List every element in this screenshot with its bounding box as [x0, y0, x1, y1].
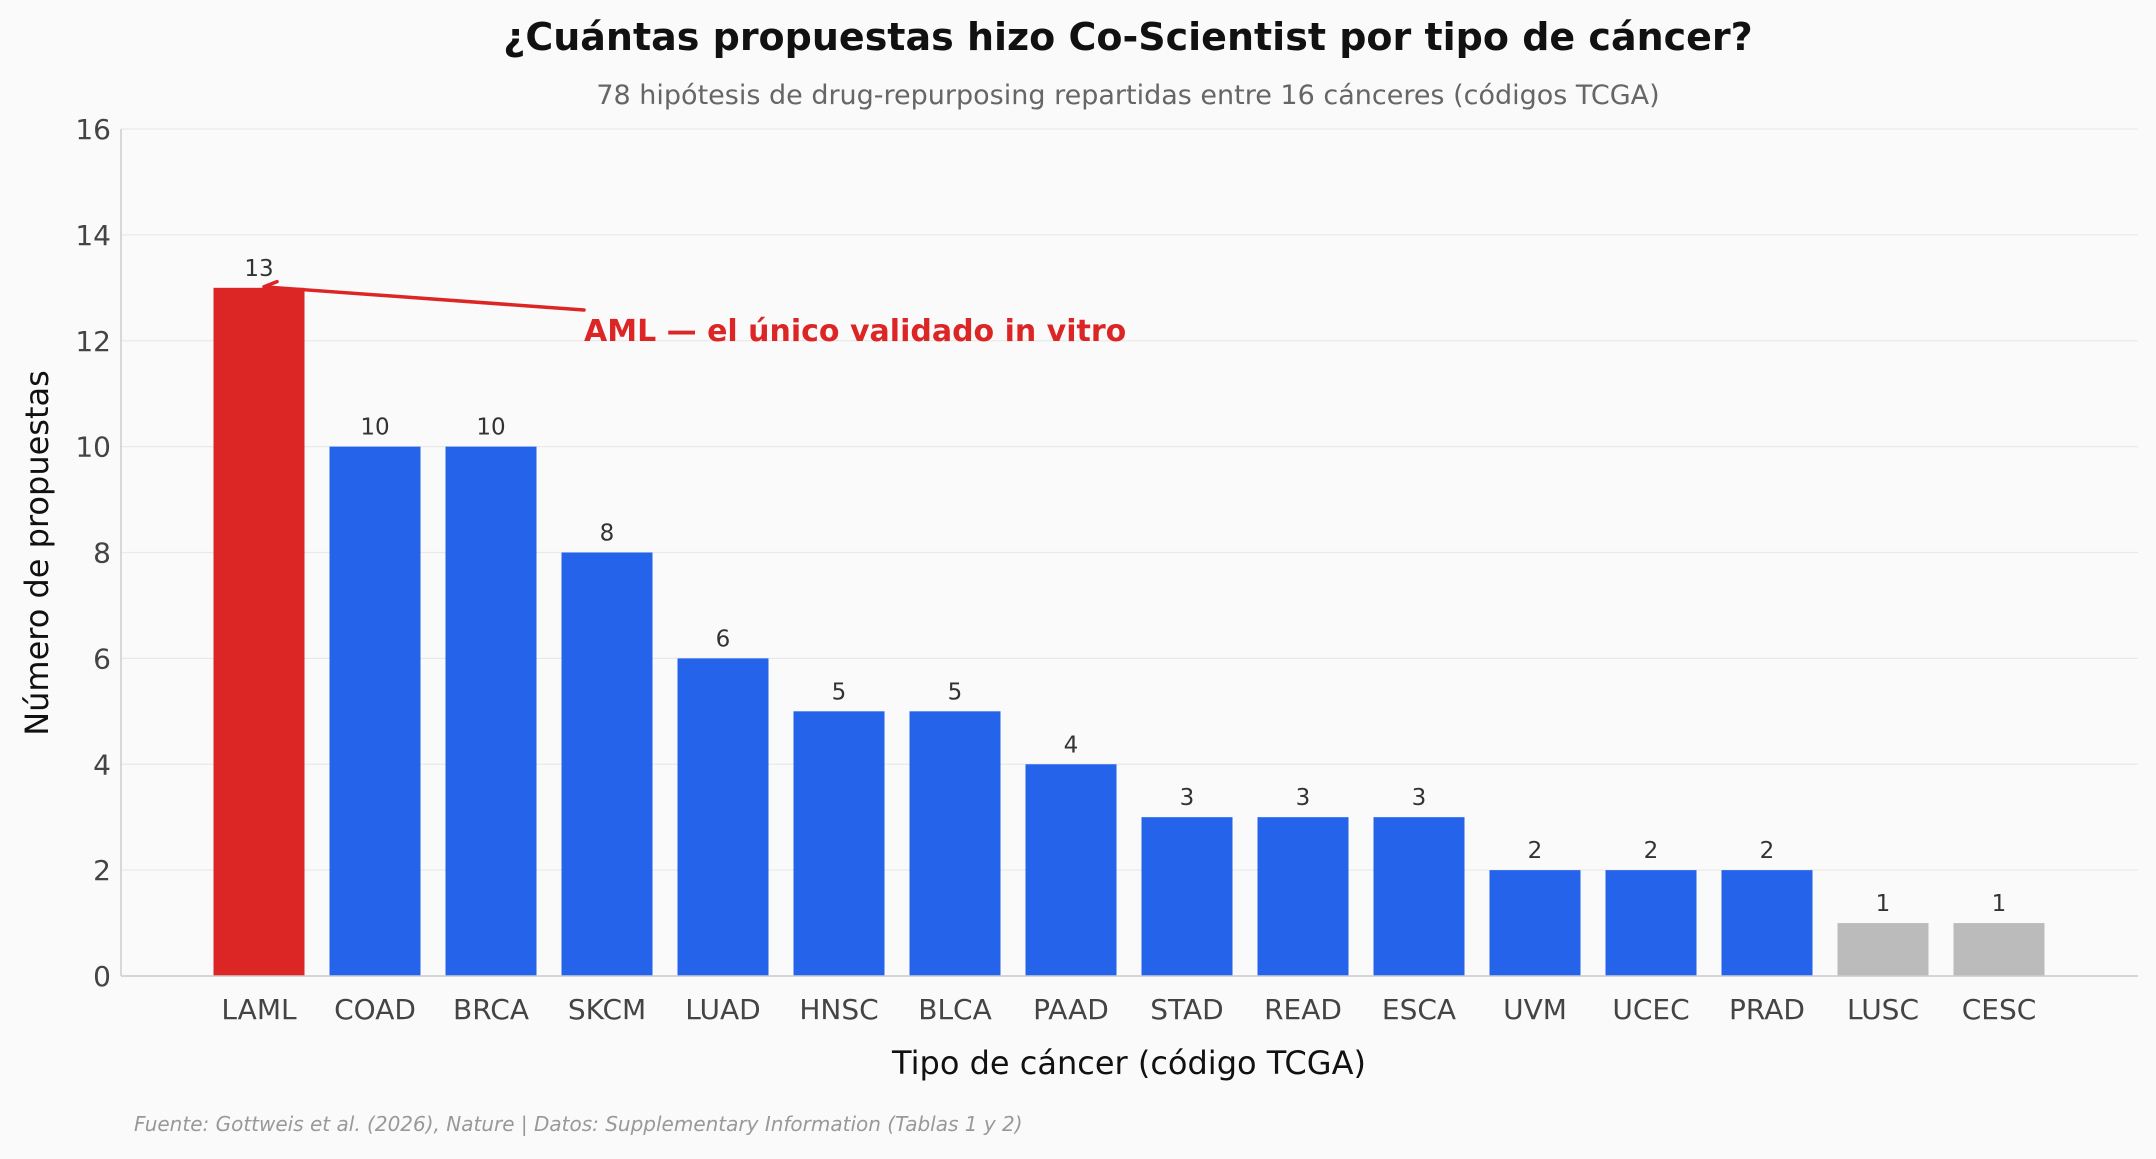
bar-coad: [329, 446, 421, 976]
bar-laml: [213, 287, 305, 976]
bar-hnsc: [793, 711, 885, 976]
y-tick-label: 8: [93, 537, 111, 570]
y-axis-label: Número de propuestas: [18, 370, 56, 736]
y-tick-label: 16: [75, 113, 111, 146]
data-label: 3: [1180, 785, 1195, 811]
x-tick-label: CESC: [1962, 993, 2037, 1026]
chart-title: ¿Cuántas propuestas hizo Co-Scientist po…: [503, 15, 1752, 59]
bar-blca: [909, 711, 1001, 976]
y-tick-labels: 0 2 4 6 8 10 12 14 16: [75, 113, 111, 993]
x-tick-label: COAD: [334, 993, 416, 1026]
x-tick-label: PRAD: [1729, 993, 1805, 1026]
chart-subtitle: 78 hipótesis de drug-repurposing reparti…: [596, 80, 1659, 111]
data-label: 6: [716, 626, 731, 652]
x-tick-label: BLCA: [918, 993, 992, 1026]
bars: [213, 287, 2045, 976]
x-tick-labels: LAML COAD BRCA SKCM LUAD HNSC BLCA PAAD STAD READ…: [221, 993, 2036, 1026]
bar-lusc: [1837, 923, 1929, 976]
bar-read: [1257, 817, 1349, 976]
x-tick-label: LUSC: [1847, 993, 1919, 1026]
bar-brca: [445, 446, 537, 976]
y-tick-label: 10: [75, 431, 111, 464]
y-tick-label: 4: [93, 748, 111, 781]
bar-cesc: [1953, 923, 2045, 976]
annotation-text: AML — el único validado in vitro: [584, 314, 1126, 349]
annotation: AML — el único validado in vitro: [262, 279, 1126, 349]
data-label: 1: [1876, 891, 1891, 917]
bar-luad: [677, 658, 769, 976]
data-label: 2: [1528, 838, 1543, 864]
x-tick-label: SKCM: [568, 993, 646, 1026]
bar-ucec: [1605, 870, 1697, 976]
x-tick-label: ESCA: [1382, 993, 1456, 1026]
x-axis-label: Tipo de cáncer (código TCGA): [891, 1044, 1366, 1082]
y-tick-label: 2: [93, 854, 111, 887]
bar-prad: [1721, 870, 1813, 976]
data-label: 3: [1412, 785, 1427, 811]
bar-stad: [1141, 817, 1233, 976]
data-label: 2: [1644, 838, 1659, 864]
annotation-arrow: [262, 279, 586, 312]
x-tick-label: READ: [1264, 993, 1342, 1026]
data-label: 10: [360, 415, 389, 441]
data-label: 4: [1064, 732, 1079, 758]
data-label: 5: [948, 679, 963, 705]
y-tick-label: 6: [93, 642, 111, 675]
x-tick-label: UCEC: [1612, 993, 1689, 1026]
bar-paad: [1025, 764, 1117, 976]
data-label: 3: [1296, 785, 1311, 811]
data-label: 1: [1992, 891, 2007, 917]
source-note: Fuente: Gottweis et al. (2026), Nature |…: [134, 1112, 1023, 1136]
x-tick-label: HNSC: [799, 993, 878, 1026]
y-tick-label: 14: [75, 219, 111, 252]
x-tick-label: UVM: [1503, 993, 1567, 1026]
x-tick-label: PAAD: [1033, 993, 1109, 1026]
data-label: 10: [476, 415, 505, 441]
y-tick-label: 0: [93, 960, 111, 993]
data-labels: 13 10 10 8 6 5 5 4 3 3 3 2 2 2 1 1: [244, 256, 2006, 917]
x-tick-label: LUAD: [685, 993, 760, 1026]
data-label: 13: [244, 256, 273, 282]
x-tick-label: BRCA: [453, 993, 529, 1026]
y-tick-label: 12: [75, 325, 111, 358]
data-label: 2: [1760, 838, 1775, 864]
data-label: 8: [600, 521, 615, 547]
bar-uvm: [1489, 870, 1581, 976]
x-tick-label: STAD: [1150, 993, 1223, 1026]
x-tick-label: LAML: [221, 993, 297, 1026]
bar-esca: [1373, 817, 1465, 976]
data-label: 5: [832, 679, 847, 705]
bar-skcm: [561, 552, 653, 976]
